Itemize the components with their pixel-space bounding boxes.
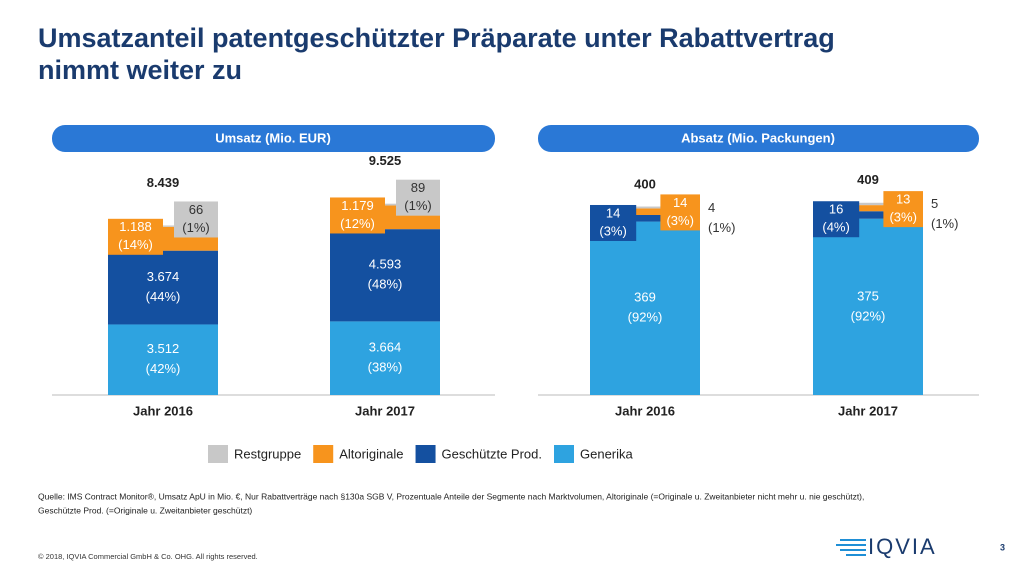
slide-title: nimmt weiter zu [38, 55, 242, 85]
x-tick-label: Jahr 2017 [838, 403, 898, 418]
share-label: (44%) [146, 289, 181, 304]
label-box [330, 197, 385, 234]
bar-segment [813, 211, 923, 219]
share-label: (1%) [708, 220, 735, 235]
value-label: 4.593 [369, 257, 402, 272]
label-box [174, 201, 218, 238]
bar-segment [108, 324, 218, 395]
share-label: (1%) [182, 220, 209, 235]
bar-segment [590, 206, 700, 209]
legend-swatch [415, 445, 436, 463]
x-tick-label: Jahr 2016 [133, 403, 193, 418]
share-label: (38%) [368, 360, 403, 375]
total-label: 8.439 [147, 175, 180, 190]
bar-segment [590, 221, 700, 395]
legend-label: Restgruppe [234, 446, 301, 461]
x-tick-label: Jahr 2016 [615, 403, 675, 418]
bar-segment [590, 208, 700, 215]
copyright: © 2018, IQVIA Commercial GmbH & Co. OHG.… [38, 552, 258, 561]
value-label: 13 [896, 192, 910, 207]
value-label: 4 [708, 200, 715, 215]
total-label: 409 [857, 172, 879, 187]
bar-segment [330, 321, 440, 395]
value-label: 89 [411, 180, 425, 195]
value-label: 369 [634, 290, 656, 305]
chart-header [52, 125, 495, 152]
label-box [883, 191, 923, 228]
value-label: 3.512 [147, 341, 180, 356]
legend-label: Generika [580, 446, 634, 461]
logo-lines [836, 539, 866, 556]
total-label: 9.525 [369, 153, 402, 168]
value-label: 14 [673, 195, 687, 210]
value-label: 3.674 [147, 269, 180, 284]
value-label: 16 [829, 202, 843, 217]
slide-title: Umsatzanteil patentgeschützter Präparate… [38, 23, 835, 53]
bar-segment [108, 250, 218, 325]
share-label: (4%) [822, 220, 849, 235]
total-label: 400 [634, 176, 656, 191]
share-label: (48%) [368, 277, 403, 292]
source-note: Quelle: IMS Contract Monitor®, Umsatz Ap… [38, 491, 864, 501]
value-label: 375 [857, 288, 879, 303]
page-number: 3 [1000, 542, 1005, 552]
value-label: 5 [931, 196, 938, 211]
label-box [813, 201, 860, 238]
share-label: (3%) [666, 213, 693, 228]
share-label: (1%) [404, 198, 431, 213]
value-label: 66 [189, 202, 203, 217]
logo: IQVIA [868, 534, 937, 559]
legend-swatch [208, 445, 228, 463]
share-label: (92%) [628, 310, 663, 325]
label-box [108, 218, 163, 255]
value-label: 14 [606, 205, 620, 220]
bar-segment [590, 214, 700, 222]
share-label: (92%) [851, 308, 886, 323]
label-box [590, 204, 637, 241]
chart-title: Umsatz (Mio. EUR) [215, 130, 331, 145]
x-tick-label: Jahr 2017 [355, 403, 415, 418]
share-label: (12%) [340, 216, 375, 231]
bar-segment [813, 218, 923, 395]
share-label: (1%) [931, 216, 958, 231]
share-label: (42%) [146, 361, 181, 376]
legend-swatch [313, 445, 334, 463]
chart-header [538, 125, 979, 152]
legend-label: Altoriginale [339, 446, 403, 461]
legend: Restgruppe Altoriginale Geschützte Prod. Ge… [208, 445, 634, 463]
bar-segment [813, 202, 923, 206]
source-note: Geschützte Prod. (=Originale u. Zweitanb… [38, 505, 252, 515]
value-label: 1.179 [341, 198, 374, 213]
value-label: 1.188 [119, 219, 152, 234]
value-label: 3.664 [369, 340, 402, 355]
share-label: (3%) [599, 223, 626, 238]
chart-title: Absatz (Mio. Packungen) [681, 130, 835, 145]
bar-segment [813, 205, 923, 212]
bar-segment [330, 229, 440, 322]
legend-swatch [554, 445, 574, 463]
share-label: (14%) [118, 237, 153, 252]
legend-label: Geschützte Prod. [442, 446, 542, 461]
label-box [660, 194, 700, 231]
label-box [396, 179, 440, 216]
share-label: (3%) [889, 210, 916, 225]
